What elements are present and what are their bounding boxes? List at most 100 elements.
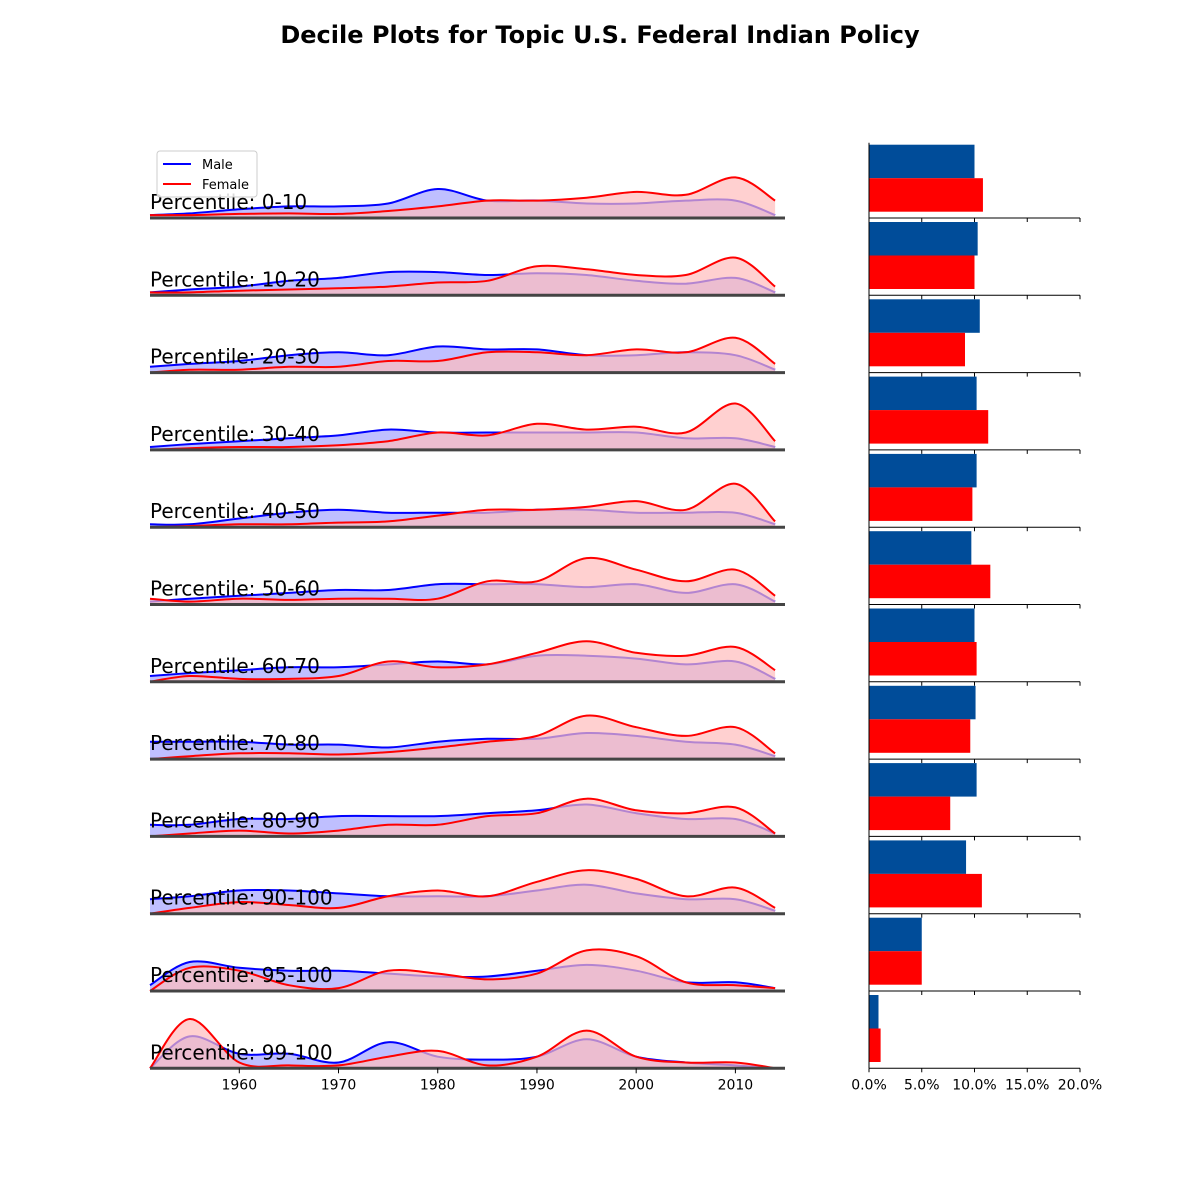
x-tick-label: 2010 [718,1077,754,1093]
x-tick-label: 1990 [519,1077,555,1093]
male-bar [869,685,976,720]
density-row: Percentile: 40-50 [149,482,785,529]
bar-row [868,531,1081,609]
bar-tick-label: 15.0% [1005,1077,1049,1093]
female-bar [869,796,951,831]
bar-row [868,685,1081,764]
row-label: Percentile: 80-90 [150,808,320,832]
bar-row [868,222,1081,300]
female-area [150,1018,776,1069]
density-row: Percentile: 70-80 [149,714,785,761]
male-bar [869,763,977,797]
female-area [150,177,776,218]
legend-entry: Female [202,178,249,193]
female-line [149,176,776,217]
female-line [149,640,776,683]
bar-row [868,299,1081,377]
row-label: Percentile: 20-30 [150,345,320,369]
row-label: Percentile: 30-40 [150,422,320,446]
female-line [149,256,776,294]
bar-panels: 0.0% 5.0% 10.0% 15.0% 20.0% [851,142,1102,1093]
female-line [149,556,776,603]
bar-row [868,995,1081,1073]
density-row: Percentile: 99-100 [149,1017,785,1070]
female-bar [869,564,991,599]
row-label: Percentile: 95-100 [150,963,333,987]
female-area [150,557,776,605]
density-row: Percentile: 60-70 [149,640,785,684]
bar-row [868,840,1081,918]
female-line [149,869,776,915]
female-line [149,402,776,451]
female-bar [869,951,922,985]
female-line [149,1017,776,1070]
female-line [149,336,776,374]
bar-row [868,453,1081,532]
bar-row [868,376,1081,454]
x-tick-label: 1970 [321,1077,357,1093]
row-label: Percentile: 10-20 [150,267,320,291]
row-label: Percentile: 70-80 [150,731,320,755]
bar-row [868,608,1081,686]
female-area [150,337,776,373]
female-bar [869,873,982,908]
female-line [149,948,776,992]
female-area [150,483,776,528]
male-bar [869,608,975,642]
female-area [150,257,776,296]
bar-row [868,917,1081,995]
bar-row [868,144,1081,222]
male-bar [869,531,972,565]
female-line [149,482,776,529]
row-label: Percentile: 90-100 [150,886,333,910]
female-bar [869,642,977,676]
legend-entry: Male [202,158,233,173]
female-bar [869,1028,881,1062]
female-bar [869,487,973,521]
legend-box [156,150,258,198]
female-line [149,714,776,761]
bar-tick-label: 20.0% [1058,1077,1102,1093]
female-area [150,798,776,837]
x-tick-label: 1980 [420,1077,456,1093]
female-bar [869,332,966,367]
density-row: Percentile: 20-30 [149,336,785,375]
bar-tick-label: 0.0% [851,1077,887,1093]
female-area [150,715,776,760]
female-bar [869,719,971,753]
male-bar [869,840,967,874]
female-bar [869,255,975,289]
male-bar [869,144,975,179]
bar-row [868,763,1081,841]
male-bar [869,453,977,488]
female-area [150,870,776,914]
male-bar [869,917,922,952]
chart-title: Decile Plots for Topic U.S. Federal Indi… [280,21,920,49]
row-label: Percentile: 60-70 [150,654,320,678]
density-row: Percentile: 80-90 [149,797,785,838]
row-label: Percentile: 99-100 [150,1040,333,1064]
female-line [149,797,776,838]
female-bar [869,178,983,212]
x-tick-label: 2000 [618,1077,654,1093]
legend: Male Female [156,150,258,198]
male-bar [869,222,978,256]
female-area [150,641,776,682]
density-row: Percentile: 95-100 [149,948,785,993]
density-row: Percentile: 10-20 [149,256,785,297]
density-row: Percentile: 90-100 [149,869,785,916]
bar-tick-label: 5.0% [904,1077,940,1093]
density-row: Percentile: 30-40 [149,402,785,452]
row-label: Percentile: 40-50 [150,499,320,523]
x-tick-label: 1960 [221,1077,257,1093]
male-bar [869,995,879,1029]
male-bar [869,299,980,333]
female-area [150,949,776,991]
bar-tick-label: 10.0% [952,1077,996,1093]
female-area [150,403,776,450]
row-label: Percentile: 50-60 [150,577,320,601]
female-bar [869,410,989,444]
male-bar [869,376,977,411]
